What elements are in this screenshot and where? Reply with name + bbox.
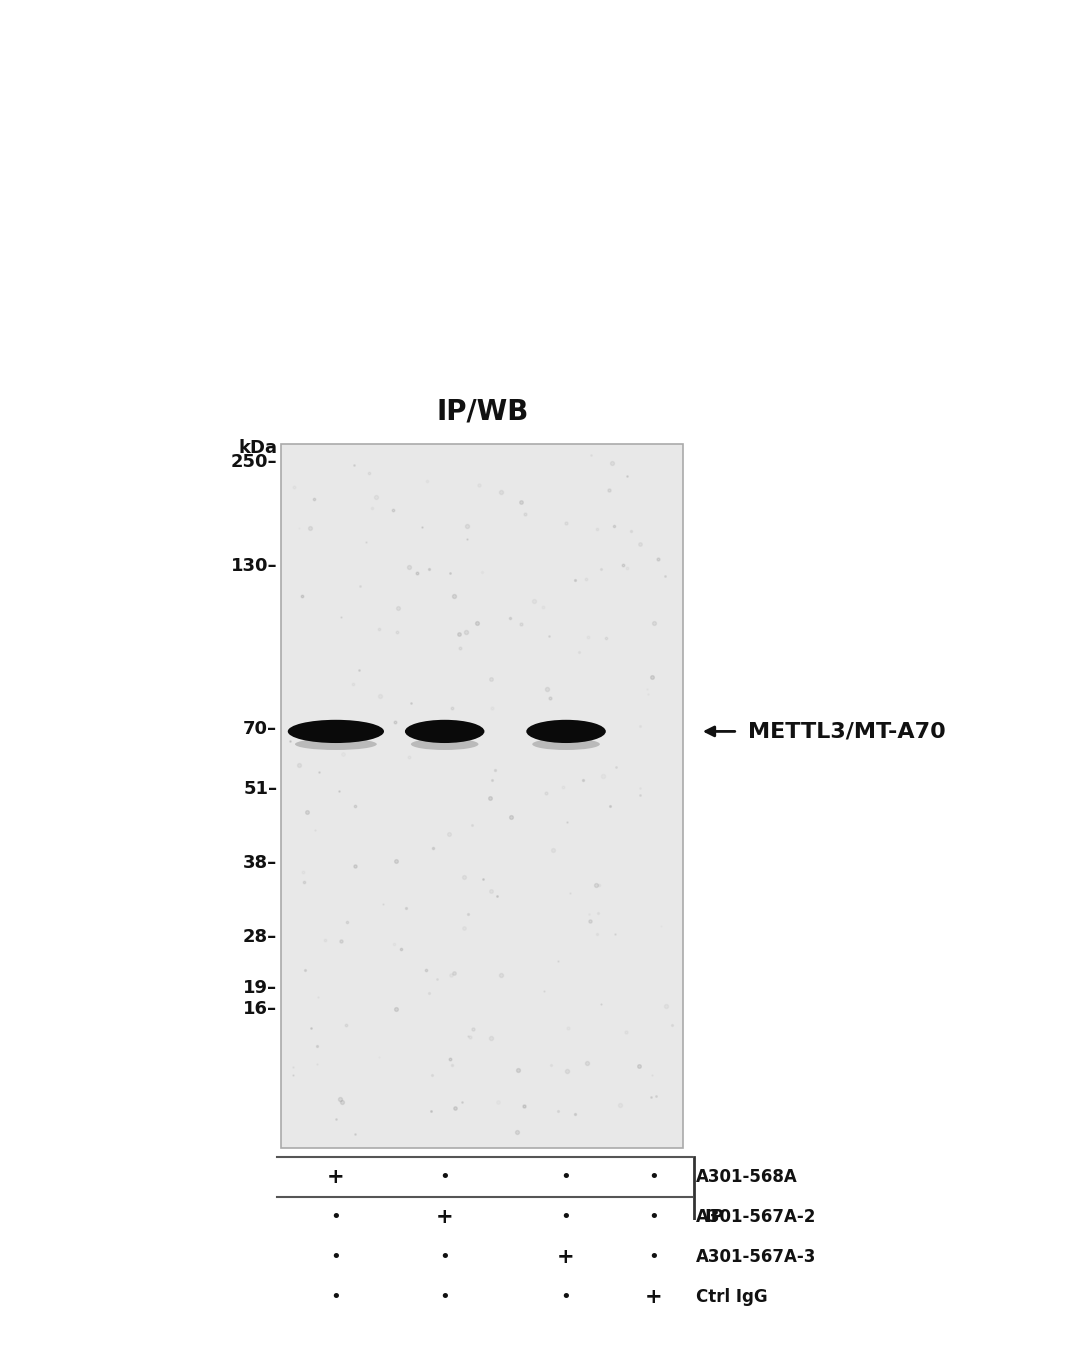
Text: •: • [440, 1168, 450, 1186]
Text: +: + [557, 1248, 575, 1267]
Text: 19–: 19– [243, 979, 278, 997]
Text: A301-568A: A301-568A [696, 1168, 797, 1186]
Text: 16–: 16– [243, 999, 278, 1019]
Text: 250–: 250– [231, 454, 278, 472]
Text: •: • [561, 1289, 571, 1307]
Ellipse shape [405, 720, 485, 743]
Ellipse shape [410, 739, 478, 750]
Ellipse shape [532, 739, 599, 750]
Text: IP/WB: IP/WB [436, 398, 528, 425]
Text: •: • [561, 1168, 571, 1186]
Text: •: • [440, 1289, 450, 1307]
Text: METTL3/MT-A70: METTL3/MT-A70 [747, 721, 945, 742]
Text: 51–: 51– [243, 780, 278, 798]
Ellipse shape [287, 720, 384, 743]
Text: +: + [436, 1206, 454, 1227]
Text: 28–: 28– [243, 928, 278, 946]
Text: •: • [649, 1208, 659, 1226]
Ellipse shape [526, 720, 606, 743]
Text: A301-567A-3: A301-567A-3 [696, 1248, 816, 1267]
Text: •: • [330, 1289, 341, 1307]
Bar [282, 444, 684, 1149]
Text: •: • [330, 1208, 341, 1226]
Text: 70–: 70– [243, 720, 278, 739]
Ellipse shape [295, 739, 377, 750]
Text: Ctrl IgG: Ctrl IgG [696, 1289, 768, 1307]
Text: •: • [649, 1168, 659, 1186]
Text: 130–: 130– [231, 557, 278, 574]
Text: 38–: 38– [243, 854, 278, 872]
Text: A301-567A-2: A301-567A-2 [696, 1208, 816, 1226]
Text: IP: IP [704, 1208, 724, 1226]
Text: +: + [645, 1287, 663, 1308]
Text: •: • [649, 1248, 659, 1267]
Text: •: • [440, 1248, 450, 1267]
Text: kDa: kDa [239, 439, 278, 457]
Text: •: • [561, 1208, 571, 1226]
Text: •: • [330, 1248, 341, 1267]
Text: +: + [327, 1167, 345, 1187]
